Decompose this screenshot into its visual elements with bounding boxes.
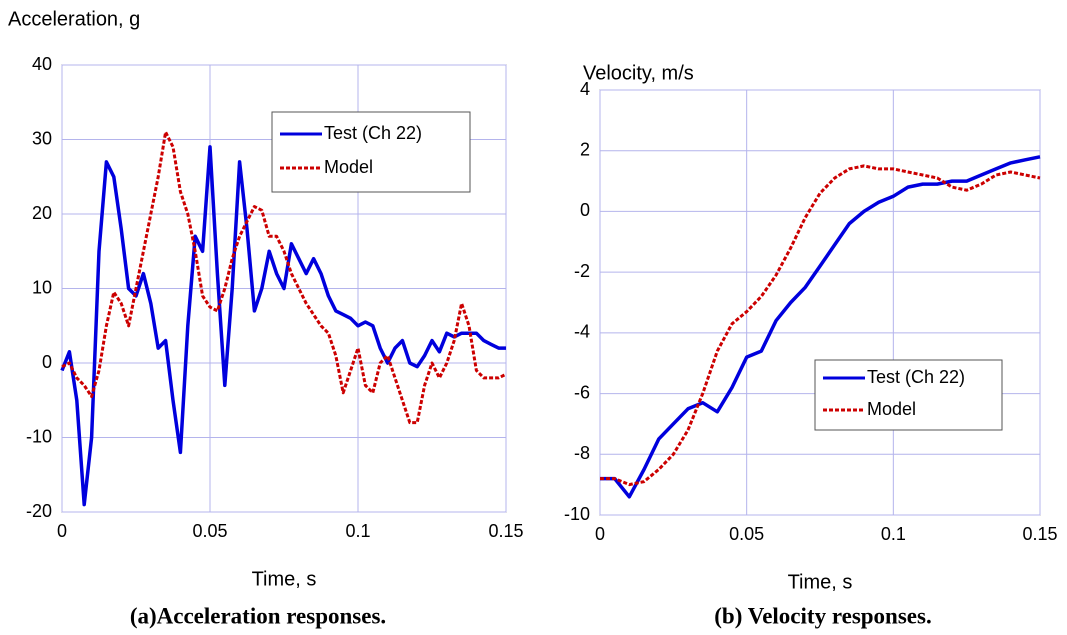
x-tick-label: 0.15 [488, 521, 523, 541]
y-tick-label: -20 [26, 501, 52, 521]
x-tick-label: 0 [595, 524, 605, 544]
series-line [61, 130, 507, 425]
y-axis-label: Acceleration, g [8, 8, 140, 30]
y-tick-label: 4 [580, 79, 590, 99]
legend-box [271, 111, 471, 193]
legend-label: Model [324, 157, 373, 177]
legend-box [814, 359, 1003, 431]
y-tick-label: -4 [574, 322, 590, 342]
y-tick-label: -8 [574, 443, 590, 463]
series-line [600, 155, 1041, 499]
x-axis-label: Time, s [252, 568, 317, 590]
y-tick-label: 0 [580, 200, 590, 220]
x-tick-label: 0.1 [345, 521, 370, 541]
y-tick-label: 0 [42, 352, 52, 372]
x-tick-label: 0.15 [1022, 524, 1057, 544]
x-tick-label: 0.05 [192, 521, 227, 541]
y-tick-label: 10 [32, 277, 52, 297]
x-axis-label: Time, s [788, 571, 853, 593]
x-tick-label: 0 [57, 521, 67, 541]
y-tick-label: 2 [580, 139, 590, 159]
y-tick-label: -10 [26, 426, 52, 446]
y-tick-label: -2 [574, 261, 590, 281]
x-tick-label: 0.05 [729, 524, 764, 544]
y-tick-label: 20 [32, 203, 52, 223]
y-tick-label: -10 [564, 504, 590, 524]
legend-label: Test (Ch 22) [867, 367, 965, 387]
y-tick-label: -6 [574, 382, 590, 402]
x-tick-label: 0.1 [881, 524, 906, 544]
legend-label: Model [867, 399, 916, 419]
y-axis-label: Velocity, m/s [583, 62, 694, 84]
plot-area [599, 89, 1041, 516]
legend-label: Test (Ch 22) [324, 123, 422, 143]
series-line [600, 164, 1041, 487]
caption: (b) Velocity responses. [714, 603, 931, 628]
y-tick-label: 40 [32, 54, 52, 74]
y-tick-label: 30 [32, 128, 52, 148]
caption: (a)Acceleration responses. [130, 603, 386, 628]
